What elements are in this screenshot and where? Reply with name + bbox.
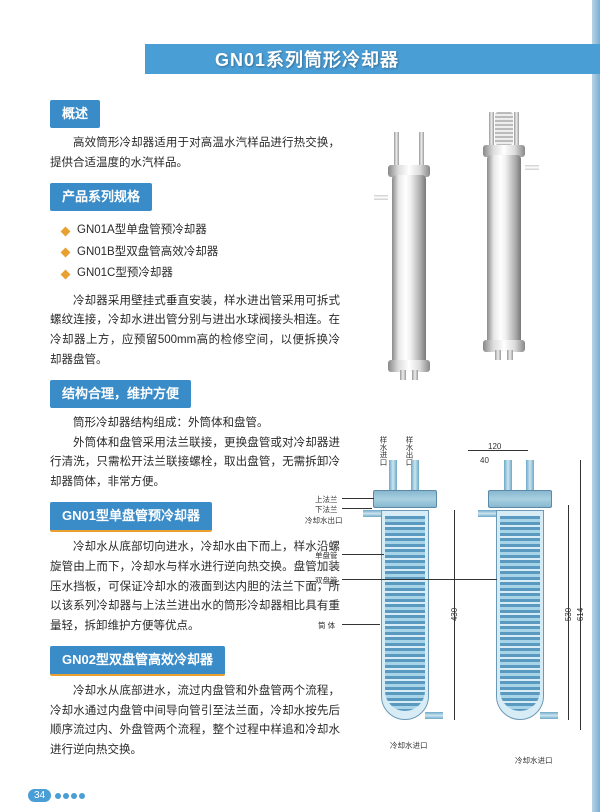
- pipe: [504, 460, 512, 490]
- label-single-coil: 单盘管: [315, 550, 338, 561]
- dot-icon: [79, 793, 85, 799]
- post: [419, 132, 424, 167]
- bottom-flange: [483, 340, 525, 352]
- top-pipes: [500, 460, 540, 492]
- flange: [488, 490, 552, 508]
- label-cooling-out: 冷却水出口: [305, 515, 343, 526]
- specs-header: 产品系列规格: [50, 183, 152, 211]
- section-gn02: GN02型双盘管高效冷却器 冷却水从底部进水，流过内盘管和外盘管两个流程，冷却水…: [50, 646, 340, 760]
- post: [489, 112, 494, 147]
- cylinder-body: [392, 175, 426, 365]
- dim-line-v: [580, 460, 581, 730]
- cooler-photo-right: [475, 110, 533, 360]
- inlet-pipe: [540, 712, 558, 719]
- side-pipe: [525, 165, 539, 170]
- page-border: [592, 0, 600, 812]
- dim-line-v: [568, 505, 569, 720]
- leader-line: [342, 624, 380, 625]
- coils: [500, 516, 540, 711]
- dot-icon: [63, 793, 69, 799]
- gn02-header: GN02型双盘管高效冷却器: [50, 646, 225, 676]
- pipe: [526, 460, 534, 490]
- outlet-pipe: [478, 510, 496, 517]
- leader-line: [342, 579, 497, 580]
- product-photos: [360, 110, 565, 410]
- structure-text-1: 筒形冷却器结构组成：外筒体和盘管。: [50, 414, 340, 434]
- dot-icon: [71, 793, 77, 799]
- gn01-text: 冷却水从底部切向进水，冷却水由下而上，样水沿螺旋管由上而下，冷却水与样水进行逆向…: [50, 538, 340, 636]
- gn02-text: 冷却水从底部进水，流过内盘管和外盘管两个流程，冷却水通过内盘管中间导向管引至法兰…: [50, 682, 340, 760]
- section-overview: 概述 高效筒形冷却器适用于对高温水汽样品进行热交换，提供合适温度的水汽样品。: [50, 100, 340, 173]
- leader-line: [342, 554, 384, 555]
- outlet-pipe: [363, 510, 381, 517]
- page-number-badge: 34: [28, 789, 85, 802]
- overview-text: 高效筒形冷却器适用于对高温水汽样品进行热交换，提供合适温度的水汽样品。: [50, 134, 340, 173]
- cooler-photo-left: [380, 130, 438, 380]
- structure-text-2: 外筒体和盘管采用法兰联接，更换盘管或对冷却器进行清洗，只需松开法兰联接螺栓，取出…: [50, 434, 340, 493]
- label-cooling-in-2: 冷却水进口: [515, 755, 553, 766]
- label-double-coil: 双盘管: [315, 575, 338, 586]
- dim-line-v: [454, 510, 455, 720]
- bottom-stub: [412, 370, 418, 380]
- diamond-icon: [61, 269, 71, 279]
- spec-item-2: GN01C型预冷却器: [77, 264, 173, 284]
- gn01-header: GN01型单盘管预冷却器: [50, 502, 212, 532]
- specs-text: 冷却器采用壁挂式垂直安装，样水进出管采用可拆式螺纹连接，冷却水进出管分别与进出水…: [50, 292, 340, 370]
- post: [514, 112, 519, 147]
- content-column: 概述 高效筒形冷却器适用于对高温水汽样品进行热交换，提供合适温度的水汽样品。 产…: [50, 100, 340, 771]
- section-structure: 结构合理，维护方便 筒形冷却器结构组成：外筒体和盘管。 外筒体和盘管采用法兰联接…: [50, 380, 340, 492]
- decorative-dots: [55, 793, 85, 799]
- side-pipe: [374, 195, 388, 200]
- label-lower-flange: 下法兰: [315, 504, 338, 515]
- overview-header: 概述: [50, 100, 100, 128]
- section-gn01: GN01型单盘管预冷却器 冷却水从底部切向进水，冷却水由下而上，样水沿螺旋管由上…: [50, 502, 340, 636]
- gn02-body: 冷却水从底部进水，流过内盘管和外盘管两个流程，冷却水通过内盘管中间导向管引至法兰…: [50, 682, 340, 760]
- bottom-flange: [388, 360, 430, 372]
- diamond-icon: [61, 226, 71, 236]
- specs-list: GN01A型单盘管预冷却器 GN01B型双盘管高效冷却器 GN01C型预冷却器: [50, 221, 340, 284]
- dim-40: 40: [480, 456, 489, 465]
- bottom-stub: [495, 350, 501, 360]
- flange: [373, 490, 437, 508]
- inlet-pipe: [425, 712, 443, 719]
- section-specs: 产品系列规格 GN01A型单盘管预冷却器 GN01B型双盘管高效冷却器 GN01…: [50, 183, 340, 370]
- dim-line: [468, 450, 528, 451]
- list-item: GN01B型双盘管高效冷却器: [50, 243, 340, 263]
- pipe: [411, 460, 419, 490]
- leader-line: [342, 508, 372, 509]
- dot-icon: [55, 793, 61, 799]
- label-cooling-in-1: 冷却水进口: [390, 740, 428, 751]
- technical-diagrams: 120 40 样水进口 样水出口 上法兰 下法兰 冷却水出口 单盘管 双盘管 筒: [340, 460, 580, 790]
- list-item: GN01C型预冷却器: [50, 264, 340, 284]
- overview-body: 高效筒形冷却器适用于对高温水汽样品进行热交换，提供合适温度的水汽样品。: [50, 134, 340, 173]
- structure-body: 筒形冷却器结构组成：外筒体和盘管。 外筒体和盘管采用法兰联接，更换盘管或对冷却器…: [50, 414, 340, 492]
- spec-item-0: GN01A型单盘管预冷却器: [77, 221, 207, 241]
- bottom-stub: [400, 370, 406, 380]
- spec-item-1: GN01B型双盘管高效冷却器: [77, 243, 218, 263]
- specs-body: 冷却器采用壁挂式垂直安装，样水进出管采用可拆式螺纹连接，冷却水进出管分别与进出水…: [50, 292, 340, 370]
- bottom-stub: [507, 350, 513, 360]
- cylinder-body: [487, 155, 521, 345]
- leader-line: [342, 498, 374, 499]
- page-number: 34: [28, 789, 51, 802]
- top-pipes: [385, 460, 425, 492]
- title-bar: GN01系列筒形冷却器: [145, 44, 600, 74]
- pipe: [389, 460, 397, 490]
- structure-header: 结构合理，维护方便: [50, 380, 191, 408]
- diamond-icon: [61, 248, 71, 258]
- bellows: [495, 112, 513, 145]
- list-item: GN01A型单盘管预冷却器: [50, 221, 340, 241]
- post: [394, 132, 399, 167]
- label-body: 筒 体: [318, 620, 335, 631]
- page-title: GN01系列筒形冷却器: [215, 46, 399, 72]
- gn01-body: 冷却水从底部切向进水，冷却水由下而上，样水沿螺旋管由上而下，冷却水与样水进行逆向…: [50, 538, 340, 636]
- coils: [385, 516, 425, 711]
